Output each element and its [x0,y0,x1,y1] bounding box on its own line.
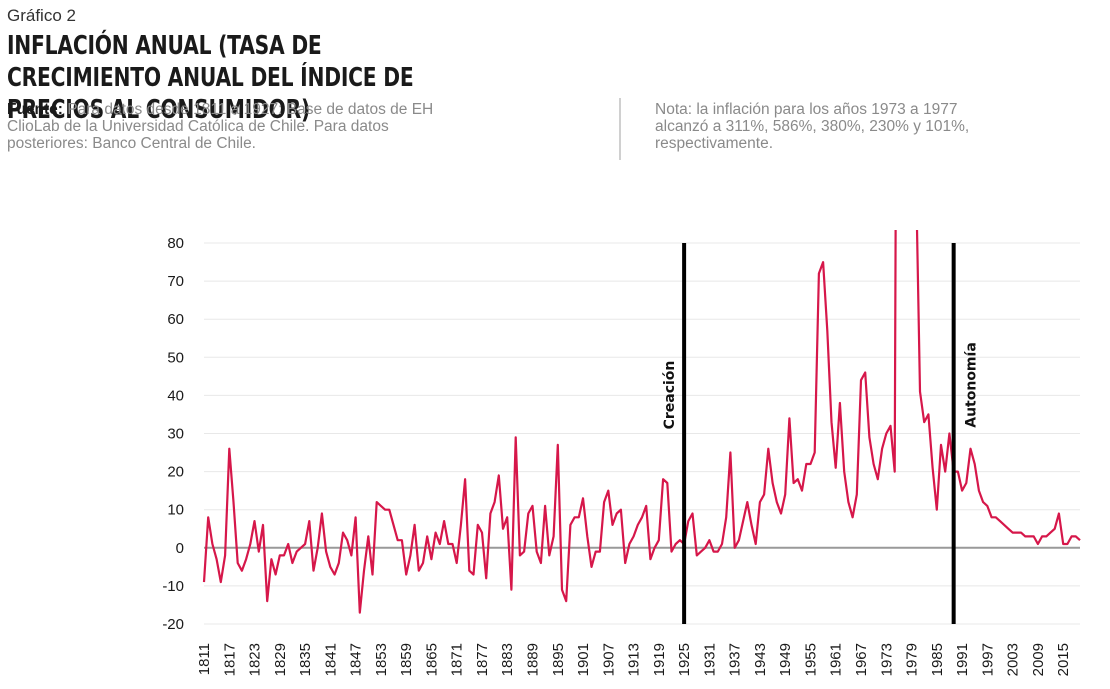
event-label: Autonomía [964,342,980,428]
y-tick-label: 70 [167,273,184,290]
y-tick-label: -10 [162,578,184,595]
x-tick-label: 1859 [398,643,415,676]
x-tick-label: 1979 [904,643,921,676]
x-tick-label: 1829 [272,643,289,676]
x-tick-label: 1997 [979,643,996,676]
x-tick-label: 1883 [499,643,516,676]
x-tick-label: 2003 [1005,643,1022,676]
x-tick-label: 1919 [651,643,668,676]
x-tick-label: 1967 [853,643,870,676]
header-divider [619,98,621,160]
source-label: Fuente: [7,101,63,118]
x-tick-label: 1817 [221,643,238,676]
y-tick-label: -20 [162,616,184,633]
x-tick-label: 1949 [777,643,794,676]
x-tick-label: 1835 [297,643,314,676]
x-tick-label: 1937 [727,643,744,676]
x-tick-label: 1841 [322,643,339,676]
y-tick-label: 0 [176,540,184,557]
x-tick-label: 2009 [1030,643,1047,676]
x-tick-label: 1943 [752,643,769,676]
x-tick-label: 1961 [828,643,845,676]
chart-title: INFLACIÓN ANUAL (TASA DE CRECIMIENTO ANU… [7,31,414,125]
source-text: Fuente: Para datos desde 1811 a 1927: Ba… [7,101,447,152]
y-tick-label: 20 [167,464,184,481]
x-tick-label: 1823 [247,643,264,676]
x-tick-label: 1913 [626,643,643,676]
x-tick-label: 1871 [449,643,466,676]
y-axis-ticks: -20 -10 0 10 20 30 40 50 60 70 80 [162,235,184,633]
note-text: Nota: la inflación para los años 1973 a … [655,101,970,152]
x-tick-label: 1865 [423,643,440,676]
y-tick-label: 10 [167,502,184,519]
y-tick-label: 50 [167,349,184,366]
grid-lines [204,242,1080,625]
source-body: Para datos desde 1811 a 1927: Base de da… [7,101,434,152]
series-group [202,230,1081,614]
x-tick-label: 1901 [575,643,592,676]
x-tick-label: 1907 [600,643,617,676]
x-tick-label: 1985 [929,643,946,676]
x-tick-label: 1847 [348,643,365,676]
x-tick-label: 1931 [701,643,718,676]
x-tick-label: 2015 [1055,643,1072,676]
y-tick-label: 60 [167,311,184,328]
x-tick-label: 1853 [373,643,390,676]
event-label: Creación [662,361,678,430]
x-tick-label: 1973 [878,643,895,676]
y-tick-label: 80 [167,235,184,252]
x-tick-label: 1991 [954,643,971,676]
y-tick-label: 40 [167,387,184,404]
y-tick-label: 30 [167,426,184,443]
x-axis-ticks: 1811 1817 1823 1829 1835 1841 1847 1853 1859 1865… [196,643,1072,676]
figure-label: Gráfico 2 [7,6,76,25]
x-tick-label: 1925 [676,643,693,676]
series-line [202,230,1081,614]
x-tick-label: 1955 [802,643,819,676]
x-tick-label: 1895 [550,643,567,676]
x-tick-label: 1877 [474,643,491,676]
x-tick-label: 1811 [196,643,213,675]
event-markers: Creación Autonomía [662,243,980,624]
x-tick-label: 1889 [525,643,542,676]
